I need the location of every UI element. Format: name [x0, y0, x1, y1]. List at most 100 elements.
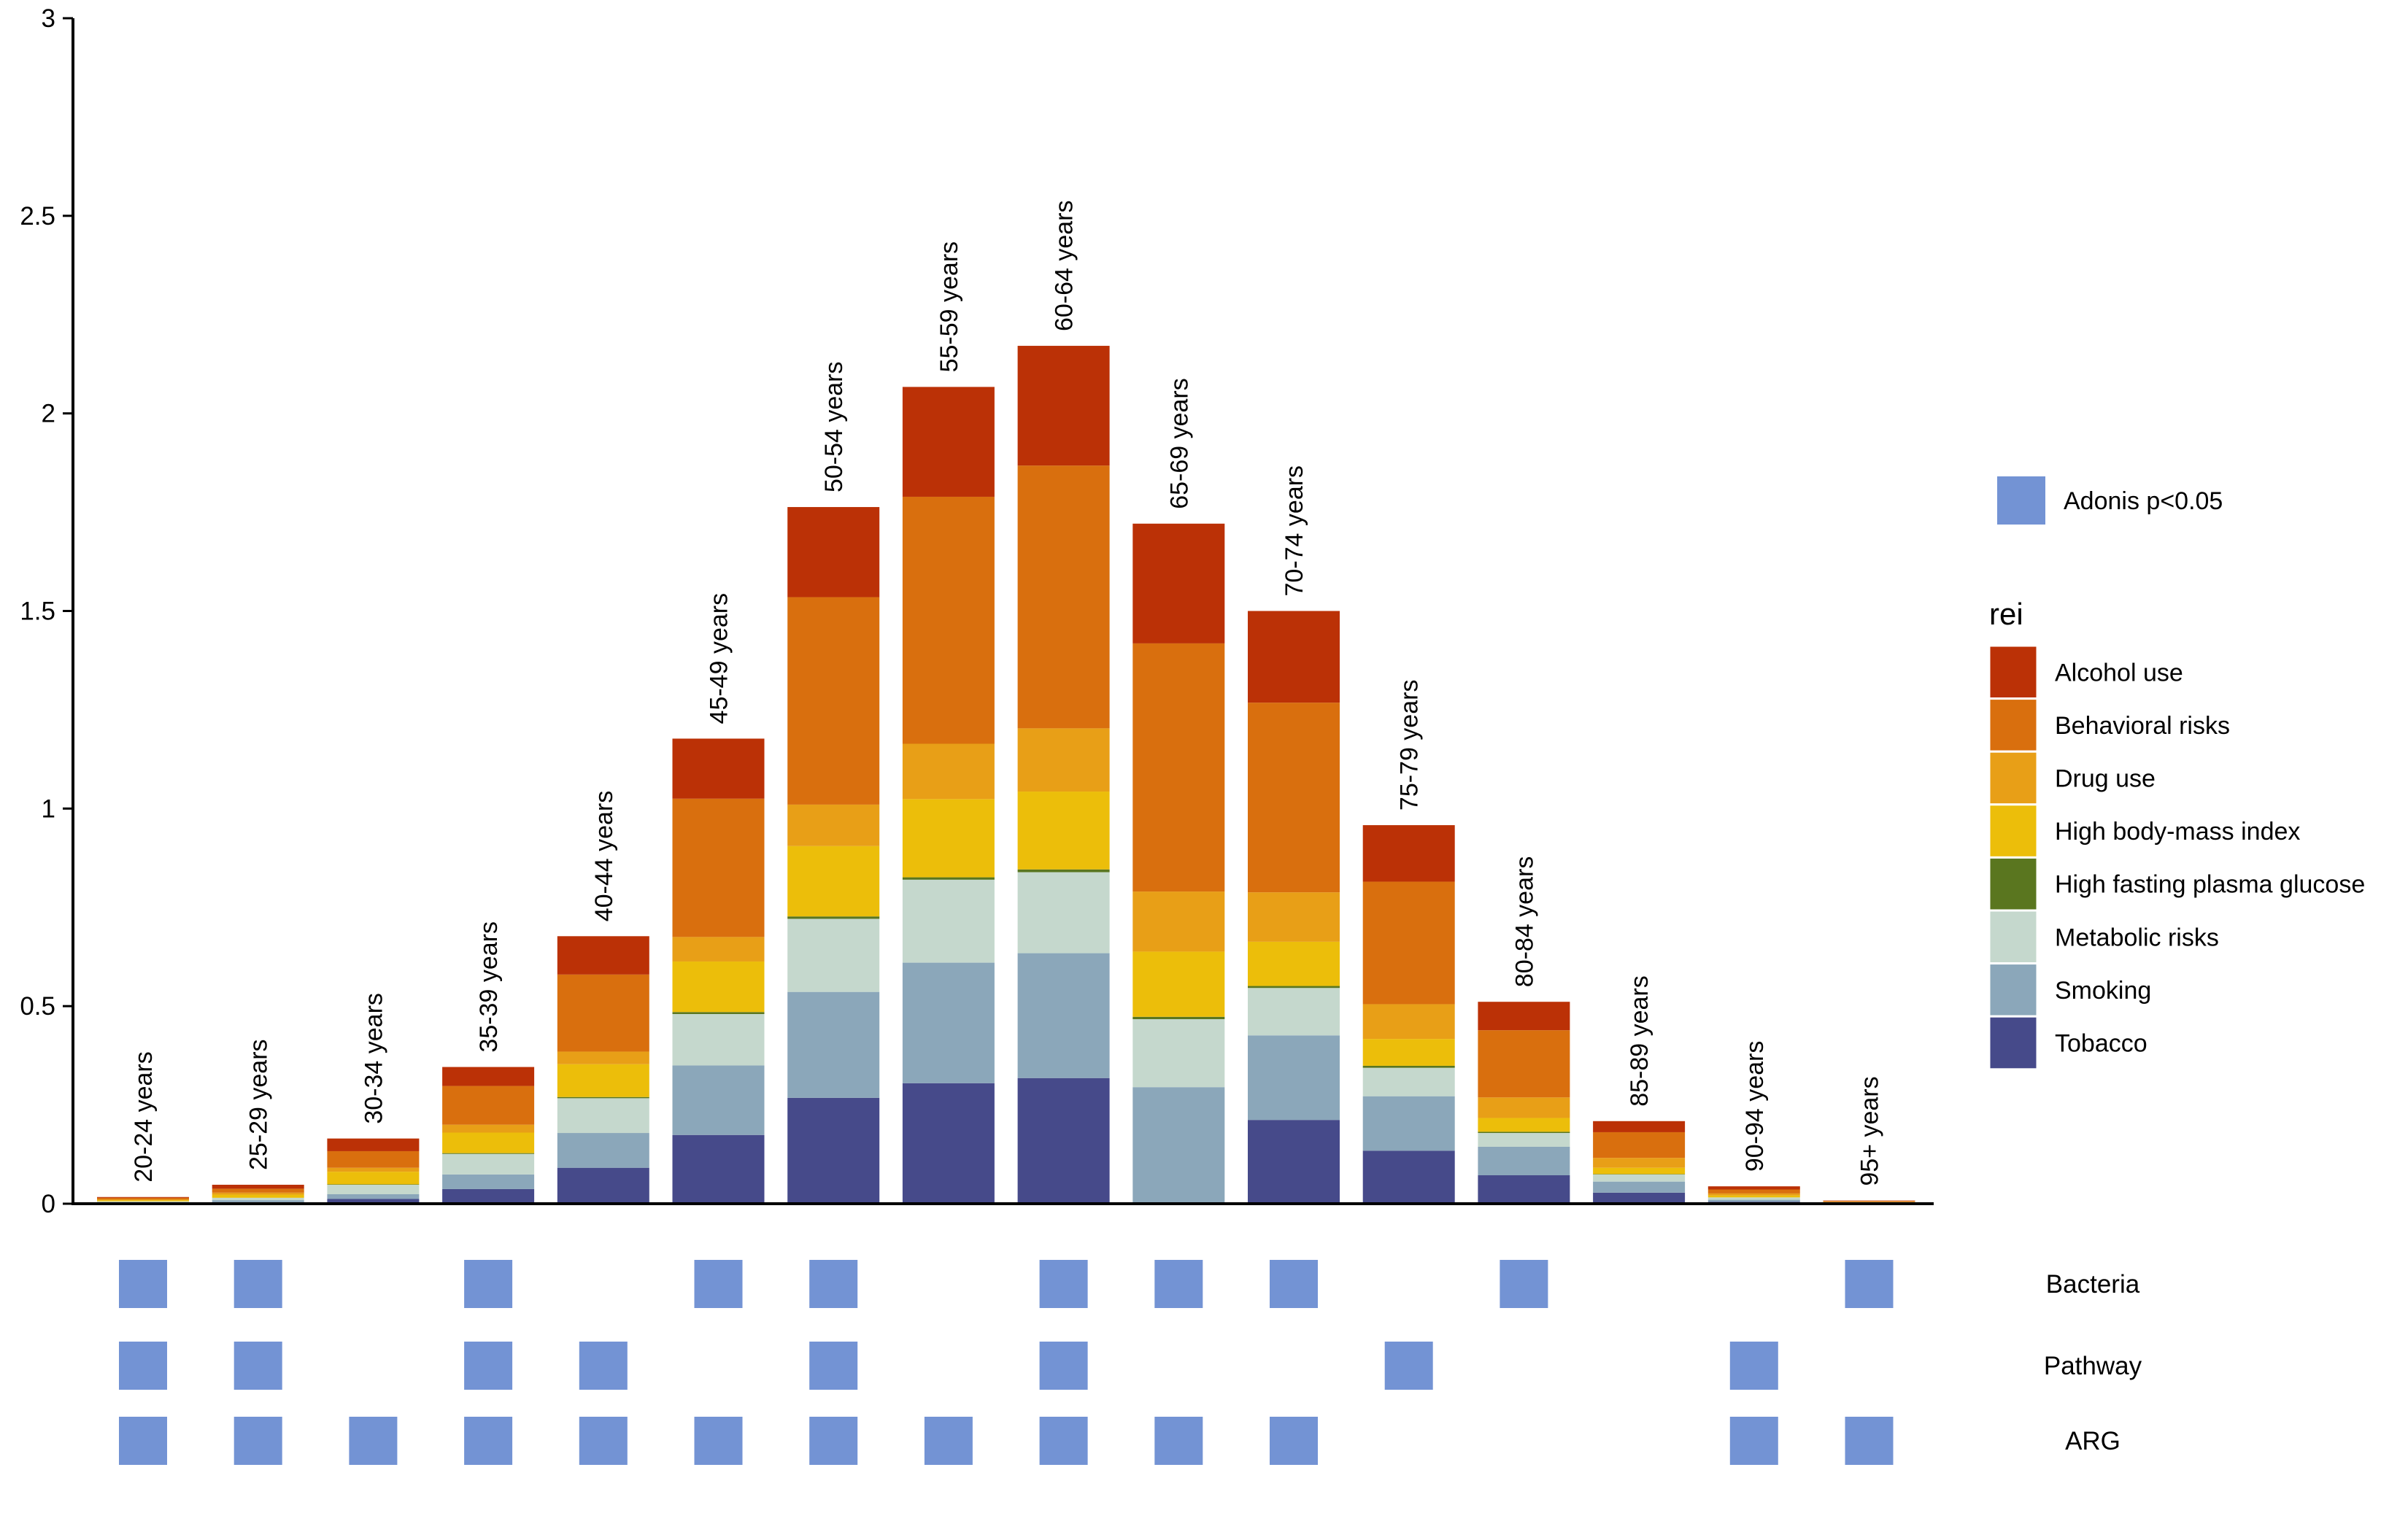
legend-key: [1988, 909, 2039, 965]
category-label: 30-34 years: [360, 993, 387, 1124]
bar-segment: [97, 1200, 189, 1202]
legend-item-label: Tobacco: [2055, 1030, 2147, 1058]
legend-key: [1988, 750, 2039, 806]
category-label: 20-24 years: [130, 1051, 158, 1183]
bar-segment: [1017, 953, 1110, 1078]
bar-segment: [1248, 988, 1340, 1036]
y-tick-label: 2.5: [20, 202, 55, 231]
bar-segment: [1362, 1065, 1455, 1068]
bar-segment: [1248, 1120, 1340, 1204]
legend-key: [1988, 962, 2039, 1018]
bar-segment: [1362, 1004, 1455, 1040]
axes: 0 0.5 1 1.5 2 2.5 3: [20, 4, 1934, 1218]
bar-segment: [1593, 1158, 1686, 1168]
significance-square: [1845, 1260, 1894, 1308]
bar-segment: [1248, 892, 1340, 942]
legend-item-label: Alcohol use: [2055, 659, 2183, 686]
bar-segment: [1132, 1019, 1225, 1088]
bar-segment: [442, 1153, 535, 1154]
bar-segment: [1248, 941, 1340, 986]
bar-segment: [327, 1194, 420, 1199]
bar-segment: [1593, 1167, 1686, 1175]
legend-key: [1988, 644, 2039, 700]
category-label: 35-39 years: [475, 921, 503, 1053]
significance-row: Bacteria: [119, 1260, 2140, 1308]
significance-square: [1039, 1417, 1088, 1465]
bar-segment: [1017, 346, 1110, 466]
bar-segment: [1478, 1002, 1570, 1031]
bar-segment: [672, 798, 765, 937]
bar-segment: [327, 1167, 420, 1172]
bar-segment: [212, 1188, 304, 1193]
bar-stack: [1248, 611, 1340, 1204]
significance-row: ARG: [119, 1417, 2120, 1465]
bar-segment: [97, 1197, 189, 1200]
bar-segment: [442, 1124, 535, 1133]
bar-stack: [787, 507, 880, 1204]
bar-segment: [1823, 1201, 1915, 1202]
bar-segment: [1593, 1192, 1686, 1204]
bar-segment: [672, 961, 765, 1013]
bar-segment: [787, 1097, 880, 1204]
significance-square: [924, 1417, 973, 1465]
significance-row-label: ARG: [2065, 1427, 2120, 1455]
significance-square: [1384, 1342, 1433, 1390]
bar-stack: [1707, 1186, 1800, 1204]
bar-segment: [672, 1065, 765, 1135]
bar-segment: [1248, 611, 1340, 703]
y-tick-label: 2: [42, 400, 55, 428]
significance-square: [579, 1417, 628, 1465]
significance-square: [464, 1342, 513, 1390]
bar-segment: [1707, 1189, 1800, 1194]
bar-segment: [327, 1199, 420, 1204]
bar-segment: [787, 991, 880, 1098]
bar-stack: [212, 1185, 304, 1204]
bar-segment: [1823, 1200, 1915, 1202]
category-label: 65-69 years: [1165, 378, 1193, 509]
bar-segment: [1132, 1087, 1225, 1204]
bar-segment: [1593, 1174, 1686, 1182]
bar-stack: [557, 936, 649, 1204]
bar-segment: [1707, 1197, 1800, 1200]
significance-square: [694, 1260, 743, 1308]
category-label: 75-79 years: [1396, 680, 1424, 811]
bar-segment: [442, 1086, 535, 1125]
significance-legend-key: [1997, 476, 2045, 525]
significance-row-label: Pathway: [2044, 1352, 2142, 1380]
bar-segment: [557, 1167, 649, 1204]
significance-square: [349, 1417, 398, 1465]
category-label: 90-94 years: [1741, 1041, 1769, 1172]
bar-segment: [442, 1174, 535, 1189]
significance-square: [234, 1260, 282, 1308]
category-label: 60-64 years: [1051, 200, 1078, 331]
bar-segment: [1478, 1030, 1570, 1098]
bar-segment: [672, 937, 765, 962]
y-axis-ticks: 0 0.5 1 1.5 2 2.5 3: [20, 4, 73, 1218]
bar-segment: [442, 1153, 535, 1175]
bar-segment: [1478, 1133, 1570, 1147]
legend-item-label: High fasting plasma glucose: [2055, 871, 2365, 899]
significance-square: [119, 1417, 167, 1465]
bar-segment: [557, 936, 649, 975]
legend-key: [1988, 856, 2039, 912]
bar-segment: [787, 846, 880, 917]
legend-title: rei: [1989, 597, 2023, 631]
significance-square: [809, 1417, 858, 1465]
bar-segment: [902, 962, 995, 1083]
significance-square: [1729, 1342, 1778, 1390]
bar-segment: [1017, 465, 1110, 729]
bar-segment: [902, 799, 995, 878]
y-tick-label: 1: [42, 794, 55, 823]
bar-segment: [1478, 1118, 1570, 1132]
bar-segment: [1132, 891, 1225, 952]
significance-square: [1039, 1260, 1088, 1308]
bar-segment: [1362, 1150, 1455, 1204]
bar-segment: [1017, 728, 1110, 792]
bar-segment: [557, 1096, 649, 1099]
bar-segment: [1017, 1078, 1110, 1204]
bar-segment: [1248, 1035, 1340, 1121]
significance-square: [1500, 1260, 1548, 1308]
bar-stack: [1132, 523, 1225, 1204]
bar-segment: [97, 1196, 189, 1198]
